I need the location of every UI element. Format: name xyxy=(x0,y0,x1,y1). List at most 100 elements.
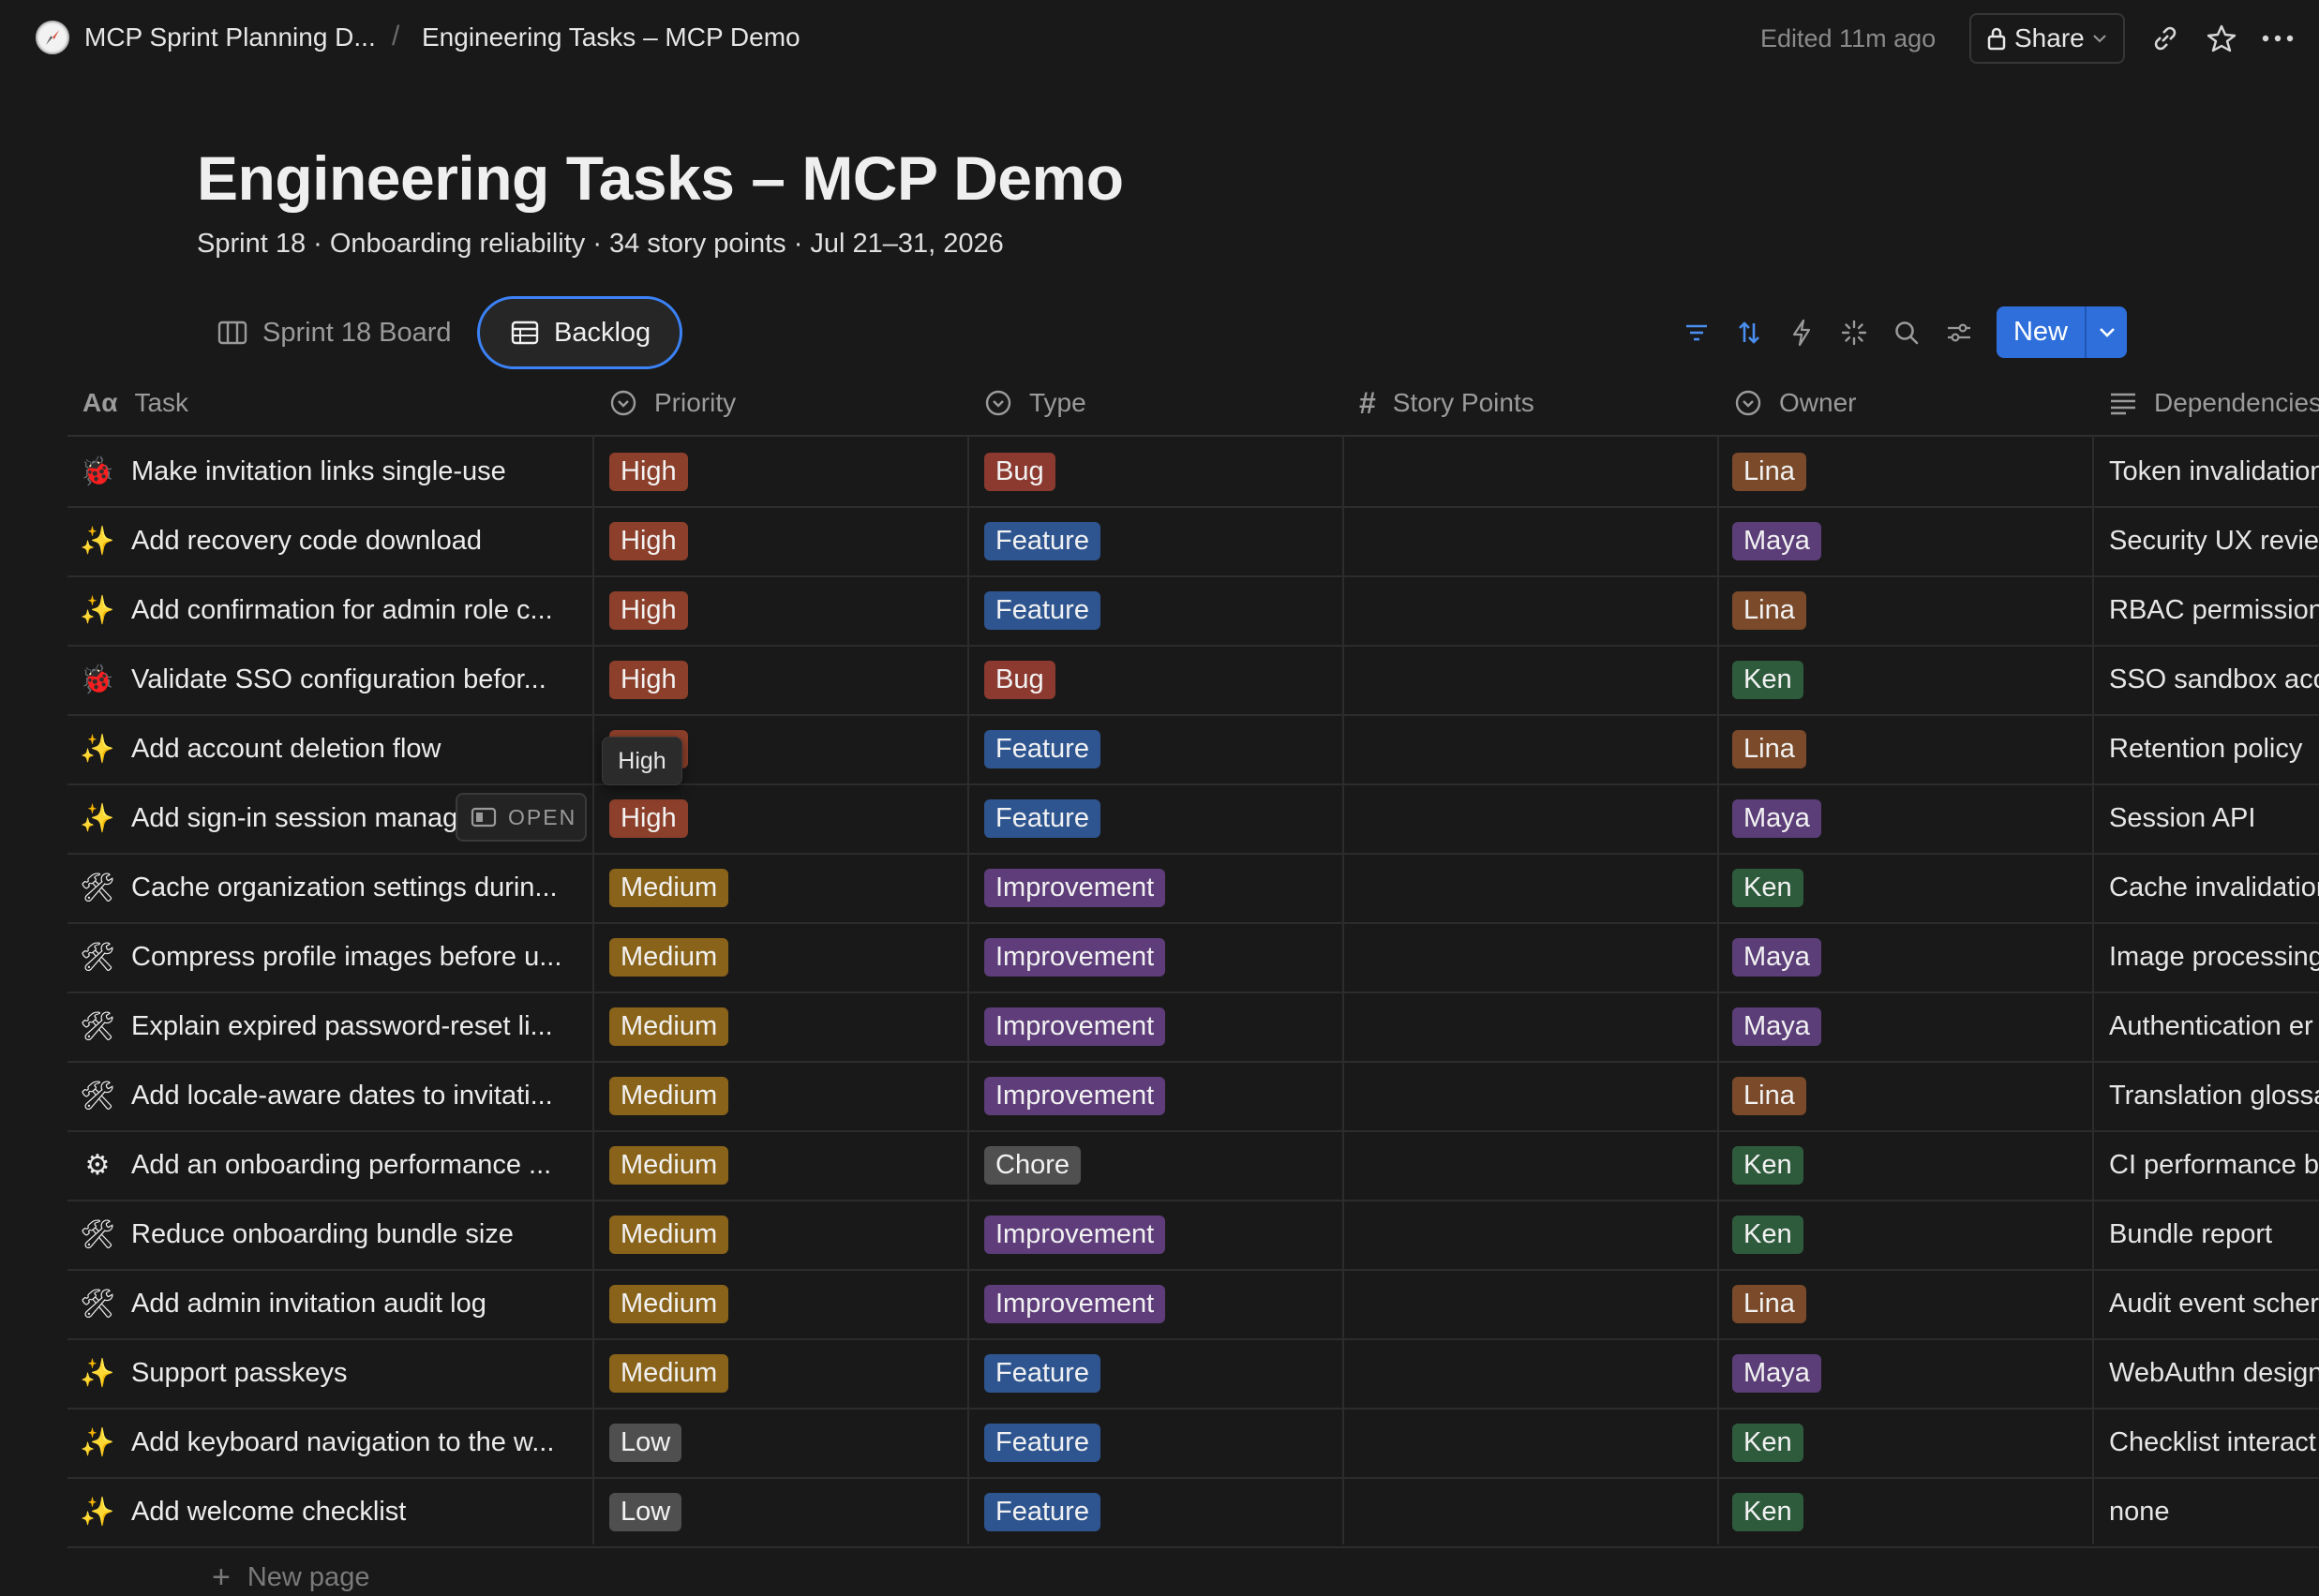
story-points-cell[interactable]: 5 xyxy=(1344,645,1770,714)
new-button[interactable]: New xyxy=(1997,306,2127,358)
task-cell[interactable]: 🛠 Compress profile images before u... xyxy=(81,922,587,992)
task-name[interactable]: Add locale-aware dates to invitati... xyxy=(131,1080,553,1111)
owner-cell[interactable]: Lina xyxy=(1732,714,2079,783)
table-row[interactable]: 🐞 Validate SSO configuration befor... High… xyxy=(67,645,2319,716)
dependencies-cell[interactable]: SSO sandbox acc xyxy=(2109,664,2319,694)
table-row[interactable]: 🛠 Add admin invitation audit log Medium Imp… xyxy=(67,1269,2319,1340)
new-page-button[interactable]: + New page xyxy=(212,1559,369,1596)
type-cell[interactable]: Improvement xyxy=(984,1061,1331,1130)
tab-backlog[interactable]: Backlog xyxy=(477,296,682,369)
story-points-cell[interactable]: 5 xyxy=(1344,1269,1770,1338)
task-cell[interactable]: 🛠 Explain expired password-reset li... xyxy=(81,992,587,1061)
dependencies-cell[interactable]: Token invalidation xyxy=(2109,455,2319,486)
column-header-task[interactable]: Aα Task xyxy=(82,371,188,435)
story-points-cell[interactable]: 13 xyxy=(1344,1338,1770,1408)
priority-cell[interactable]: Medium xyxy=(609,1338,956,1408)
priority-cell[interactable]: Low xyxy=(609,1408,956,1477)
owner-cell[interactable]: Lina xyxy=(1732,575,2079,645)
priority-cell[interactable]: Medium xyxy=(609,1200,956,1269)
type-cell[interactable]: Improvement xyxy=(984,922,1331,992)
open-page-button[interactable]: OPEN xyxy=(456,793,587,842)
type-cell[interactable]: Feature xyxy=(984,506,1331,575)
breadcrumb-current[interactable]: Engineering Tasks – MCP Demo xyxy=(422,22,800,52)
task-name[interactable]: Cache organization settings durin... xyxy=(131,872,558,902)
settings-sliders-icon[interactable] xyxy=(1941,315,1977,351)
priority-cell[interactable]: Medium xyxy=(609,853,956,922)
star-icon[interactable] xyxy=(2204,21,2239,56)
owner-cell[interactable]: Lina xyxy=(1732,437,2079,506)
owner-cell[interactable]: Maya xyxy=(1732,506,2079,575)
table-row[interactable]: 🛠 Explain expired password-reset li... Med… xyxy=(67,992,2319,1063)
ai-sparkle-icon[interactable] xyxy=(1836,315,1872,351)
owner-cell[interactable]: Ken xyxy=(1732,1200,2079,1269)
task-cell[interactable]: ✨ Add recovery code download xyxy=(81,506,587,575)
type-cell[interactable]: Feature xyxy=(984,783,1331,853)
type-cell[interactable]: Feature xyxy=(984,714,1331,783)
story-points-cell[interactable]: 3 xyxy=(1344,437,1770,506)
dependencies-cell[interactable]: none xyxy=(2109,1496,2170,1527)
column-header-dependencies[interactable]: Dependencies xyxy=(2109,371,2319,435)
table-row[interactable]: ✨ Add keyboard navigation to the w... Low F… xyxy=(67,1408,2319,1479)
task-name[interactable]: Add recovery code download xyxy=(131,525,483,556)
task-cell[interactable]: ✨ Add account deletion flow xyxy=(81,714,587,783)
table-row[interactable]: ✨ Add sign-in session manag High Feature 5Ma… xyxy=(67,783,2319,855)
owner-cell[interactable]: Ken xyxy=(1732,1130,2079,1200)
owner-cell[interactable]: Maya xyxy=(1732,783,2079,853)
column-header-priority[interactable]: Priority xyxy=(609,371,736,435)
dependencies-cell[interactable]: RBAC permissions xyxy=(2109,594,2319,625)
priority-cell[interactable]: High xyxy=(609,783,956,853)
table-row[interactable]: ✨ Support passkeys Medium Feature 13Maya WebA… xyxy=(67,1338,2319,1410)
task-name[interactable]: Add keyboard navigation to the w... xyxy=(131,1426,555,1457)
owner-cell[interactable]: Ken xyxy=(1732,645,2079,714)
table-row[interactable]: 🛠 Reduce onboarding bundle size Medium Impr… xyxy=(67,1200,2319,1271)
task-cell[interactable]: 🛠 Cache organization settings durin... xyxy=(81,853,587,922)
type-cell[interactable]: Chore xyxy=(984,1130,1331,1200)
dependencies-cell[interactable]: Retention policy xyxy=(2109,733,2303,764)
task-cell[interactable]: 🛠 Reduce onboarding bundle size xyxy=(81,1200,587,1269)
dependencies-cell[interactable]: Translation glossa xyxy=(2109,1080,2319,1111)
search-icon[interactable] xyxy=(1889,315,1924,351)
task-name[interactable]: Add account deletion flow xyxy=(131,733,441,764)
story-points-cell[interactable]: 2 xyxy=(1344,1130,1770,1200)
priority-cell[interactable]: High xyxy=(609,437,956,506)
task-cell[interactable]: ✨ Support passkeys xyxy=(81,1338,587,1408)
type-cell[interactable]: Improvement xyxy=(984,1269,1331,1338)
dependencies-cell[interactable]: Authentication er xyxy=(2109,1010,2313,1041)
story-points-cell[interactable]: 3 xyxy=(1344,922,1770,992)
owner-cell[interactable]: Maya xyxy=(1732,992,2079,1061)
task-cell[interactable]: 🛠 Add locale-aware dates to invitati... xyxy=(81,1061,587,1130)
column-header-type[interactable]: Type xyxy=(984,371,1086,435)
owner-cell[interactable]: Maya xyxy=(1732,1338,2079,1408)
table-row[interactable]: 🐞 Make invitation links single-use High Bug… xyxy=(67,437,2319,508)
dependencies-cell[interactable]: Audit event scher xyxy=(2109,1288,2319,1319)
owner-cell[interactable]: Maya xyxy=(1732,922,2079,992)
task-name[interactable]: Add an onboarding performance ... xyxy=(131,1149,552,1180)
page-subtitle[interactable]: Sprint 18 · Onboarding reliability · 34 … xyxy=(197,229,1004,259)
story-points-cell[interactable]: 2 xyxy=(1344,992,1770,1061)
more-icon[interactable] xyxy=(2260,21,2296,56)
priority-cell[interactable]: Medium xyxy=(609,1130,956,1200)
story-points-cell[interactable]: 5 xyxy=(1344,506,1770,575)
type-cell[interactable]: Bug xyxy=(984,437,1331,506)
owner-cell[interactable]: Ken xyxy=(1732,1408,2079,1477)
task-cell[interactable]: ✨ Add welcome checklist xyxy=(81,1477,587,1546)
dependencies-cell[interactable]: Image processing xyxy=(2109,941,2319,972)
task-name[interactable]: Add confirmation for admin role c... xyxy=(131,594,553,625)
task-cell[interactable]: 🐞 Make invitation links single-use xyxy=(81,437,587,506)
story-points-cell[interactable]: 3 xyxy=(1344,575,1770,645)
task-cell[interactable]: 🐞 Validate SSO configuration befor... xyxy=(81,645,587,714)
link-icon[interactable] xyxy=(2147,21,2183,56)
page-title[interactable]: Engineering Tasks – MCP Demo xyxy=(197,143,1124,213)
type-cell[interactable]: Feature xyxy=(984,1477,1331,1546)
task-cell[interactable]: ✨ Add keyboard navigation to the w... xyxy=(81,1408,587,1477)
type-cell[interactable]: Feature xyxy=(984,1408,1331,1477)
sort-icon[interactable] xyxy=(1731,315,1767,351)
tab-sprint-board[interactable]: Sprint 18 Board xyxy=(217,296,452,369)
priority-cell[interactable]: High xyxy=(609,506,956,575)
task-name[interactable]: Explain expired password-reset li... xyxy=(131,1010,553,1041)
automation-icon[interactable] xyxy=(1784,315,1819,351)
task-name[interactable]: Reduce onboarding bundle size xyxy=(131,1218,514,1249)
priority-cell[interactable]: High xyxy=(609,575,956,645)
story-points-cell[interactable]: 3 xyxy=(1344,1200,1770,1269)
task-name[interactable]: Validate SSO configuration befor... xyxy=(131,664,546,694)
